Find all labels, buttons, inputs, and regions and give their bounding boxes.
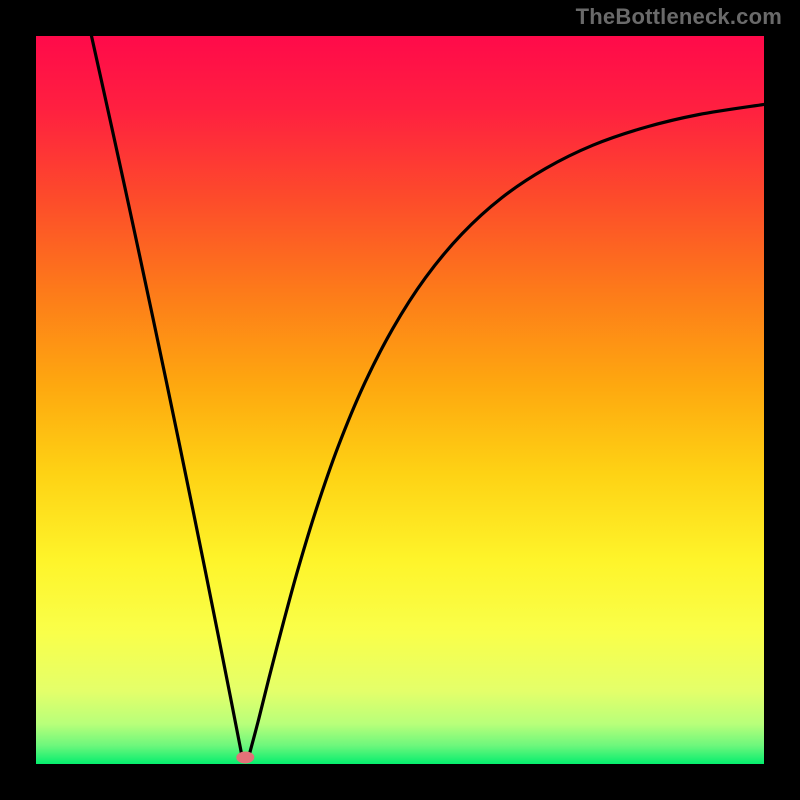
watermark-label: TheBottleneck.com — [576, 4, 782, 30]
plot-background — [36, 36, 764, 764]
chart-svg — [0, 0, 800, 800]
chart-stage: TheBottleneck.com — [0, 0, 800, 800]
